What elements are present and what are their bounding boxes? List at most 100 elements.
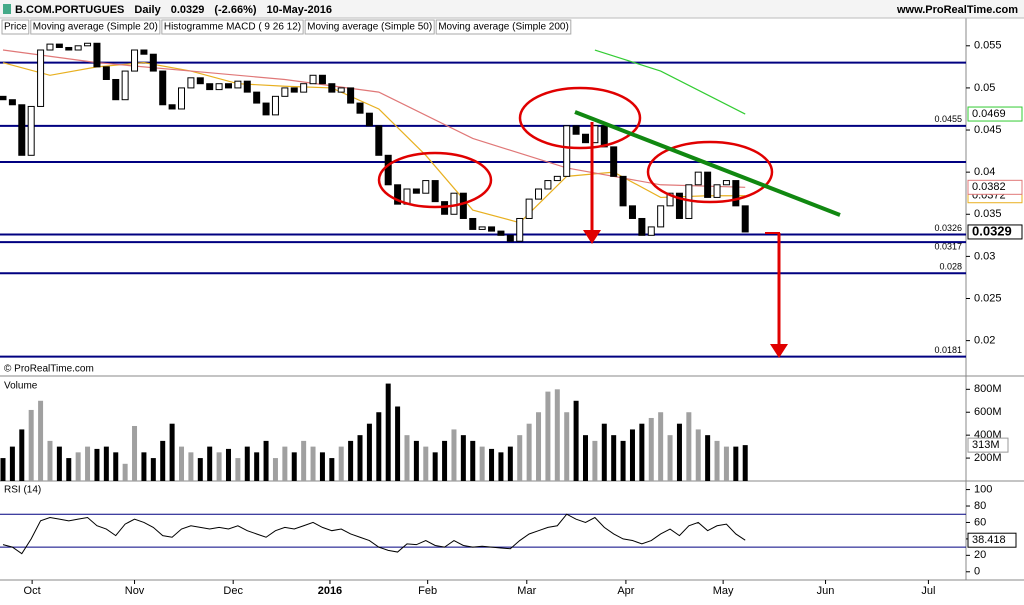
volume-bar [423,446,429,481]
price-marker-box [967,106,1023,122]
y-tick-label: 200M [974,452,1002,464]
candle [638,217,646,236]
panel-title: Volume [4,381,38,392]
level-label: 0.028 [939,262,962,272]
candle [93,42,101,68]
volume-bar [179,446,185,481]
y-tick-label: 0.05 [974,82,995,94]
volume-bar [385,383,391,481]
pattern-circle [377,151,493,209]
trend-line [574,110,841,217]
y-tick-label: 0.035 [974,208,1002,220]
volume-bar [629,429,635,481]
candle [18,104,26,156]
legend-entry: Moving average (Simple 50) [307,22,432,33]
y-tick-label: 60 [974,516,986,528]
volume-bar [742,445,748,481]
y-tick-label: 0 [974,566,980,578]
x-tick-label: 2016 [318,585,342,597]
candle [356,102,364,114]
volume-bar [395,406,401,481]
volume-bar [723,446,729,481]
y-tick-label: 600M [974,406,1002,418]
volume-bar [404,435,410,481]
candle [647,226,655,236]
volume-bar [244,446,250,481]
volume-bar [564,412,570,481]
volume-bar [526,423,532,481]
volume-bar [160,440,166,481]
candle [704,171,712,198]
volume-bar [545,391,551,481]
copyright: © ProRealTime.com [4,364,94,375]
volume-bar [38,400,44,481]
volume-bar [329,458,335,481]
y-tick-label: 80 [974,500,986,512]
candle [55,43,63,48]
candle [619,175,627,207]
level-label: 0.0455 [934,114,962,124]
candle [741,205,749,233]
volume-bar [714,440,720,481]
candle [694,171,702,186]
x-tick-label: Nov [125,585,145,597]
legend-box [161,19,304,35]
candle [224,83,232,89]
last-volume-box [967,437,1009,453]
moving-average [2,62,746,224]
candle [535,188,543,200]
candle [394,184,402,205]
candle [8,99,16,106]
candle [159,70,167,106]
volume-bar [310,446,316,481]
candle [610,146,618,177]
volume-bar [235,458,241,481]
volume-bar [263,440,269,481]
candle [328,83,336,93]
volume-bar [479,446,485,481]
volume-bar [19,429,25,481]
rsi-last-box [967,532,1017,548]
volume-bar [611,435,617,481]
candle [469,217,477,230]
volume-bar [489,448,495,481]
candle [206,83,214,91]
legend-box [435,19,572,35]
candle [347,87,355,104]
candle [131,49,139,72]
volume-bar [620,440,626,481]
volume-bar [686,412,692,481]
x-tick-label: Jun [817,585,835,597]
volume-bar [207,446,213,481]
volume-bar [301,440,307,481]
candle [215,83,223,91]
candle [422,180,430,194]
volume-bar [573,400,579,481]
candle [243,80,251,93]
candle [431,180,439,203]
volume-bar [413,440,419,481]
arrow-head [583,230,601,244]
volume-bar [451,429,457,481]
level-label: 0.0317 [934,241,962,251]
x-tick-label: May [713,585,734,597]
arrow-head [770,344,788,358]
volume-bar [460,435,466,481]
volume-bar [338,446,344,481]
volume-bar [376,412,382,481]
x-tick-label: Jul [921,585,935,597]
volume-bar [658,412,664,481]
volume-bar [75,452,81,481]
volume-bar [66,458,72,481]
candle [666,192,674,207]
price-marker: 0.0469 [972,108,1006,120]
volume-bar [582,435,588,481]
rsi-line [2,513,746,555]
volume-bar [85,446,91,481]
candle [102,66,110,80]
candle [375,125,383,156]
date: 10-May-2016 [267,4,332,16]
volume-bar [348,440,354,481]
candle [497,230,505,236]
